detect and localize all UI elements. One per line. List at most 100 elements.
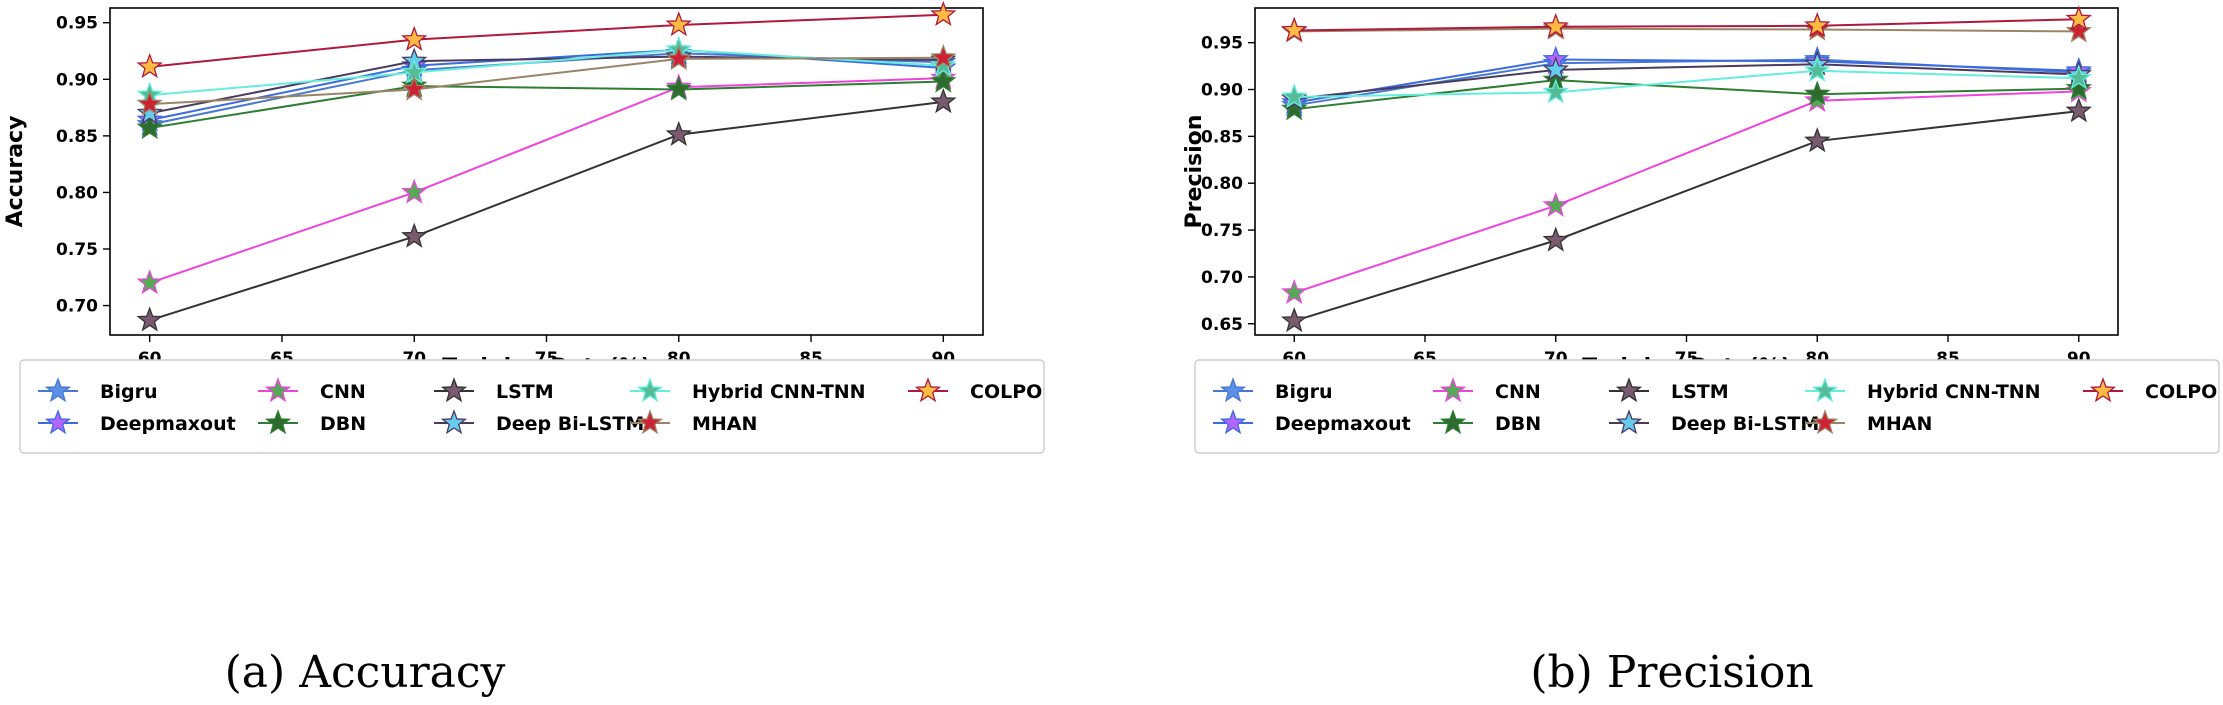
data-point-star — [2065, 64, 2092, 90]
series-lstm — [136, 88, 957, 332]
data-point-star — [1542, 78, 1569, 104]
series-hybrid-cnn-tnn — [1281, 56, 2092, 109]
data-point-star — [1804, 11, 1831, 38]
legend-star-icon — [1615, 377, 1643, 403]
legend-label: Deepmaxout — [1275, 413, 1411, 435]
legend-box — [19, 359, 1045, 454]
legend-label: COLPO — [2145, 381, 2217, 403]
y-tick-label: 0.70 — [56, 297, 98, 317]
data-point-star — [1542, 226, 1569, 252]
data-point-star — [136, 99, 163, 125]
legend-star-icon — [1439, 409, 1467, 435]
data-point-star — [930, 88, 957, 114]
legend-entry: Hybrid CNN-TNN — [1805, 377, 2041, 403]
data-point-star — [930, 51, 957, 77]
legend-star-icon — [44, 377, 72, 403]
series-line — [1294, 58, 2079, 104]
legend-label: Bigru — [1275, 381, 1333, 403]
legend-box — [1194, 359, 2220, 454]
legend-label: LSTM — [496, 381, 554, 403]
series-line — [1293, 110, 2079, 322]
y-tick-label: 0.85 — [56, 127, 98, 147]
series-line — [1294, 18, 2079, 32]
y-tick-label: 0.80 — [56, 183, 98, 203]
data-point-star — [1281, 307, 1308, 333]
legend-star-icon — [1615, 409, 1643, 435]
y-tick-label: 0.85 — [1201, 127, 1243, 147]
data-point-star — [1281, 95, 1308, 121]
series-line — [149, 56, 944, 106]
legend-star-icon — [1811, 409, 1839, 435]
legend-star-icon — [1439, 377, 1467, 403]
legend-star-icon — [636, 377, 664, 403]
legend-star-icon — [44, 409, 72, 435]
series-dbn — [136, 67, 957, 140]
data-point-star — [1281, 16, 1308, 42]
legend-entry: Hybrid CNN-TNN — [630, 377, 866, 403]
y-tick-label: 0.75 — [1201, 221, 1243, 241]
data-point-star — [930, 0, 957, 27]
legend-star-icon — [914, 377, 942, 403]
legend-star-icon — [264, 377, 292, 403]
legend: Bigru Deepmaxout CNN DBN LSTM Deep Bi-LSTM Hyb… — [1194, 359, 2220, 454]
legend-label: Hybrid CNN-TNN — [1867, 381, 2041, 403]
legend-star-icon — [636, 409, 664, 435]
legend-entry: CNN — [1433, 377, 1541, 403]
legend-label: LSTM — [1671, 381, 1729, 403]
data-point-star — [136, 90, 163, 116]
legend-star-icon — [1811, 377, 1839, 403]
legend-label: Hybrid CNN-TNN — [692, 381, 866, 403]
legend-star-icon — [1219, 377, 1247, 403]
data-point-star — [2065, 74, 2092, 100]
data-point-star — [2065, 5, 2092, 31]
y-tick-label: 0.90 — [1201, 81, 1243, 101]
series-colpo — [1281, 5, 2092, 42]
y-tick-label: 0.95 — [56, 14, 98, 34]
legend-entry: DBN — [258, 409, 366, 435]
data-point-star — [1542, 12, 1569, 38]
legend-entry: MHAN — [630, 409, 757, 435]
legend-label: Deep Bi-LSTM — [496, 413, 644, 435]
legend-label: Bigru — [100, 381, 158, 403]
legend-label: Deep Bi-LSTM — [1671, 413, 1819, 435]
legend-entry: Deepmaxout — [38, 409, 236, 435]
data-point-star — [1281, 278, 1308, 305]
data-point-star — [401, 75, 428, 101]
legend-entry: COLPO — [2083, 377, 2217, 403]
data-point-star — [136, 306, 163, 332]
legend-label: DBN — [320, 413, 366, 435]
series-line — [149, 100, 944, 322]
series-lstm — [1281, 97, 2092, 333]
y-tick-label: 0.70 — [1201, 268, 1243, 288]
legend-entry: Deepmaxout — [1213, 409, 1411, 435]
series-line — [1294, 69, 2079, 99]
accuracy-panel: 606570758085900.700.750.800.850.900.95Tr… — [3, 0, 1045, 698]
data-point-star — [401, 222, 428, 248]
data-point-star — [1542, 191, 1569, 217]
legend-label: MHAN — [692, 413, 757, 435]
data-point-star — [401, 178, 428, 204]
panel-caption: (a) Accuracy — [225, 647, 506, 698]
data-point-star — [1804, 56, 1831, 82]
data-point-star — [665, 11, 692, 37]
series-mhan — [136, 43, 957, 116]
plot-frame — [1254, 7, 2119, 336]
legend-star-icon — [264, 409, 292, 435]
series-line — [1293, 90, 2079, 294]
legend-label: Deepmaxout — [100, 413, 236, 435]
y-tick-label: 0.95 — [1201, 34, 1243, 54]
data-point-star — [665, 75, 692, 101]
y-tick-label: 0.90 — [56, 70, 98, 90]
data-point-star — [401, 25, 428, 51]
legend-entry: Deep Bi-LSTM — [1609, 409, 1819, 435]
series-colpo — [136, 0, 957, 79]
legend-label: CNN — [320, 381, 366, 403]
legend-entry: Bigru — [38, 377, 158, 403]
legend-label: CNN — [1495, 381, 1541, 403]
legend-label: COLPO — [970, 381, 1042, 403]
y-tick-label: 0.80 — [1201, 174, 1243, 194]
data-point-star — [1542, 55, 1569, 82]
legend-label: MHAN — [1867, 413, 1932, 435]
legend: Bigru Deepmaxout CNN DBN LSTM Deep Bi-LSTM Hyb… — [19, 359, 1045, 454]
